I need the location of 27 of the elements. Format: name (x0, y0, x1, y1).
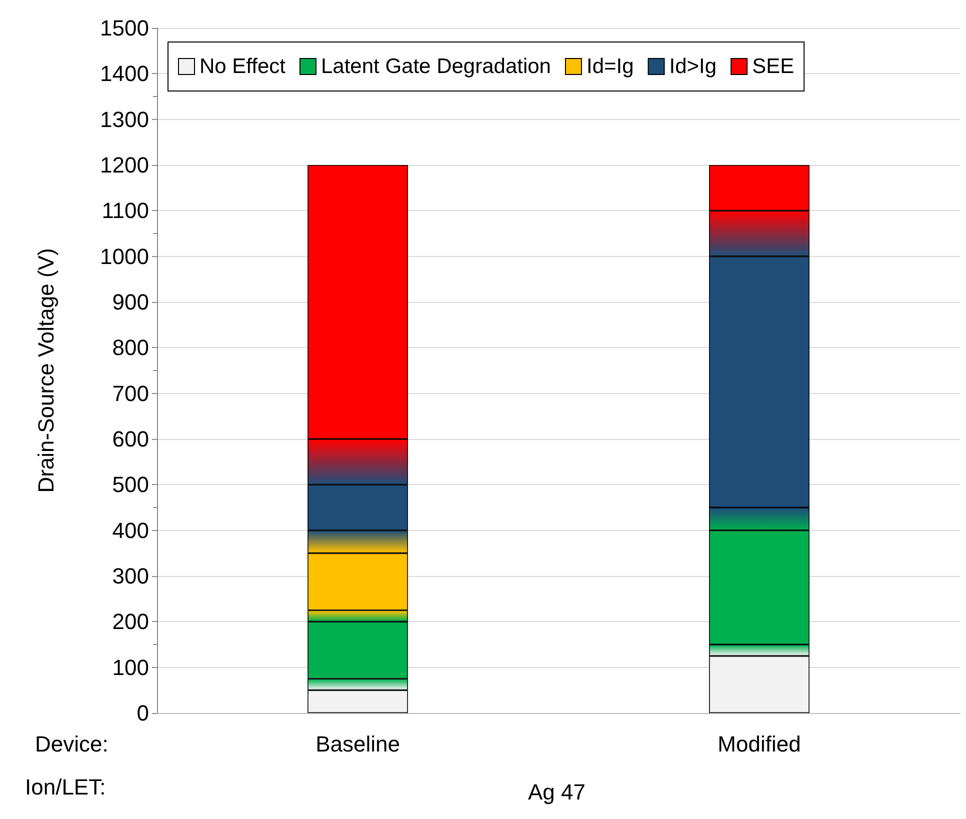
text: Ion/LET: (25, 774, 106, 800)
text: Device: (35, 732, 108, 756)
y-tick-label: 1500 (100, 16, 149, 40)
y-tick-label: 200 (112, 609, 149, 634)
y-tick-label: 1100 (102, 198, 149, 224)
y-tick-label: 700 (112, 380, 149, 406)
legend-label: No Effect (200, 55, 286, 78)
y-tick-label: 0 (136, 700, 149, 726)
y-tick-label: 400 (112, 518, 149, 543)
y-tick-label: 600 (112, 426, 149, 452)
legend-label: Id=Ig (586, 55, 634, 78)
y-axis-title: Drain-Source Voltage (V) (34, 248, 58, 493)
y-tick-label: 800 (112, 335, 149, 360)
y-tick-label: 1000 (100, 244, 149, 269)
y-tick-label: 100 (112, 654, 149, 680)
y-tick-label: 1400 (100, 61, 149, 86)
x-tick-label: Modified (718, 732, 801, 756)
y-tick-label: 900 (112, 290, 149, 314)
legend-label: Id>Ig (669, 55, 717, 78)
y-tick-label: 500 (112, 472, 149, 498)
y-tick-label: 1200 (100, 152, 149, 178)
x-tick-label: Baseline (316, 732, 400, 756)
text: Ag 47 (528, 780, 586, 804)
legend-label: Latent Gate Degradation (320, 55, 551, 78)
y-tick-label: 1300 (100, 106, 149, 132)
y-tick-label: 300 (112, 564, 149, 588)
legend-label: SEE (752, 55, 794, 78)
